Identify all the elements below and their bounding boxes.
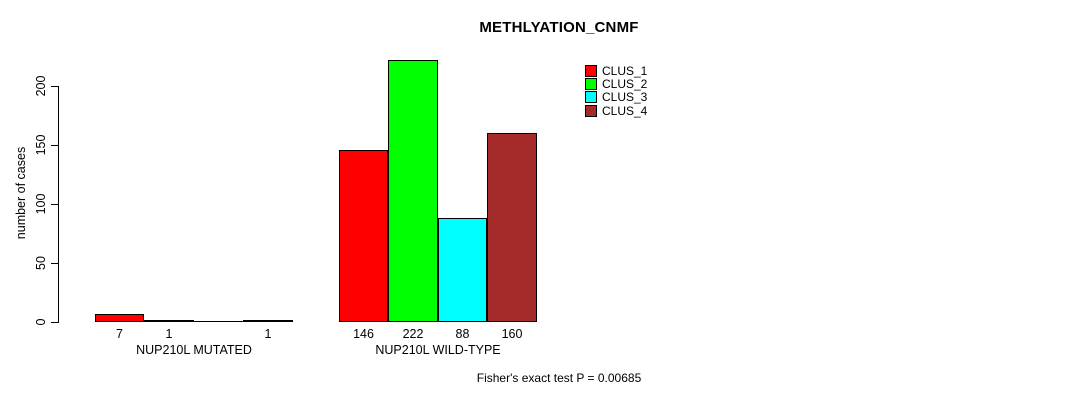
legend-swatch-clus4	[585, 104, 597, 117]
bar-clus_4-group0	[243, 320, 293, 322]
bar-clus_1-group1	[339, 150, 388, 322]
legend-item-clus2: CLUS_2	[585, 77, 648, 92]
bar-value-label: 88	[455, 327, 470, 341]
bar-value-label: 160	[501, 327, 523, 341]
legend-swatch-clus2	[585, 78, 597, 91]
bar-value-label: 1	[264, 327, 272, 341]
bar-clus_4-group1	[487, 133, 537, 322]
bar-value-label: 146	[353, 327, 374, 341]
y-tick-label: 150	[34, 134, 48, 156]
legend: CLUS_1 CLUS_2 CLUS_3 CLUS_4	[585, 64, 647, 118]
bar-clus_3-group1	[438, 218, 487, 322]
y-tick-mark	[51, 204, 58, 205]
group-label-mutated: NUP210L MUTATED	[136, 343, 252, 357]
legend-item-clus1: CLUS_1	[585, 64, 647, 77]
bar-clus_2-group1	[388, 60, 438, 322]
bar-value-label: 7	[116, 327, 123, 341]
legend-item-clus3: CLUS_3	[585, 91, 647, 104]
y-tick-mark	[51, 263, 58, 264]
bar-clus_1-group0	[95, 314, 144, 322]
y-tick-label: 50	[34, 256, 48, 270]
legend-label-clus3: CLUS_3	[602, 90, 648, 105]
legend-label-clus4: CLUS_4	[602, 103, 648, 118]
bar-value-label: 1	[165, 327, 173, 341]
bar-value-label: 222	[402, 327, 424, 341]
legend-item-clus4: CLUS_4	[585, 104, 647, 117]
group-label-wildtype: NUP210L WILD-TYPE	[375, 343, 501, 357]
bar-clus_2-group0	[144, 320, 194, 322]
y-tick-mark	[51, 322, 58, 323]
legend-swatch-clus3	[585, 91, 597, 104]
legend-label-clus1: CLUS_1	[602, 63, 648, 78]
y-tick-label: 100	[34, 193, 48, 215]
y-axis-line	[58, 86, 59, 323]
y-tick-label: 0	[34, 318, 48, 326]
chart-title: METHLYATION_CNMF	[479, 19, 639, 36]
bar-clus_3-group0-zero-baseline	[194, 321, 244, 322]
legend-swatch-clus1	[585, 64, 597, 77]
y-tick-mark	[51, 145, 58, 146]
stat-annotation: Fisher's exact test P = 0.00685	[476, 371, 642, 385]
y-tick-mark	[51, 86, 58, 87]
legend-label-clus2: CLUS_2	[602, 77, 648, 92]
y-tick-label: 200	[34, 75, 48, 97]
